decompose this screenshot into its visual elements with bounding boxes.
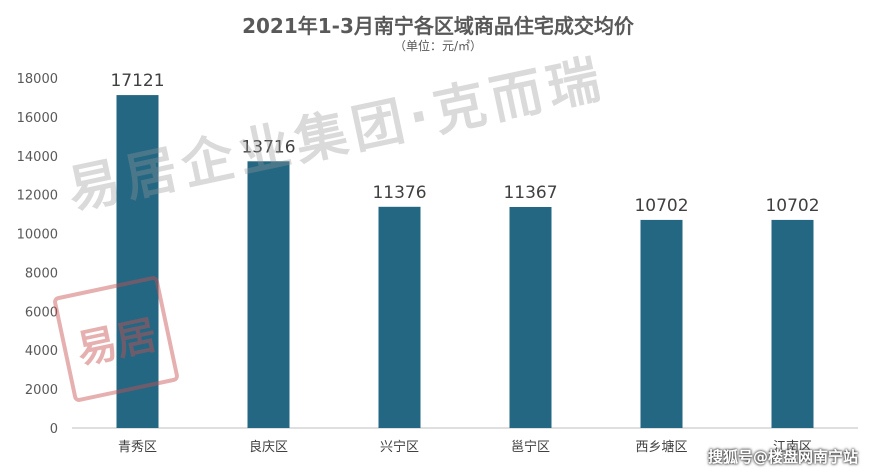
- x-category-label: 良庆区: [249, 439, 288, 455]
- bar: [509, 206, 552, 428]
- y-tick-label: 2000: [25, 383, 58, 398]
- bar: [771, 219, 814, 428]
- bar-value-label: 10702: [634, 196, 688, 216]
- y-tick-label: 18000: [17, 72, 58, 87]
- bar-value-label: 17121: [110, 71, 164, 91]
- bar: [640, 219, 683, 428]
- chart-title: 2021年1-3月南宁各区域商品住宅成交均价: [242, 14, 634, 38]
- chart-subtitle: （单位：元/㎡）: [393, 39, 483, 53]
- y-tick-label: 0: [50, 422, 58, 437]
- x-category-label: 邕宁区: [511, 439, 550, 455]
- y-tick-label: 16000: [17, 111, 58, 126]
- x-category-label: 西乡塘区: [635, 439, 687, 455]
- y-tick-label: 14000: [17, 150, 58, 165]
- x-category-label: 江南区: [773, 439, 812, 455]
- y-tick-label: 12000: [17, 189, 58, 204]
- bar: [116, 95, 159, 428]
- logo-stamp: 易居: [51, 274, 181, 404]
- source-credit: 搜狐号@楼盘网南宁站: [707, 448, 858, 466]
- bar-value-label: 10702: [765, 196, 819, 216]
- y-tick-label: 8000: [25, 266, 58, 281]
- bar-value-label: 11367: [503, 183, 557, 203]
- bar: [378, 206, 421, 428]
- bar: [247, 161, 290, 429]
- x-category-label: 青秀区: [118, 440, 157, 455]
- y-tick-label: 4000: [25, 344, 58, 359]
- bar-value-label: 11376: [372, 183, 426, 203]
- bar-value-label: 13716: [241, 137, 295, 157]
- x-category-label: 兴宁区: [380, 439, 419, 455]
- y-tick-label: 10000: [17, 228, 58, 243]
- y-tick-label: 6000: [25, 305, 58, 320]
